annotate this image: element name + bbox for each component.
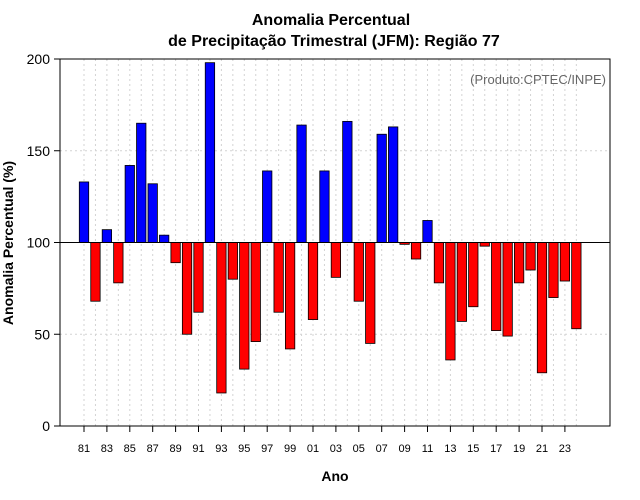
x-tick-label: 21 [536, 443, 548, 455]
bar-2021 [536, 242, 548, 374]
grid [60, 58, 610, 427]
bar-1987 [147, 183, 158, 243]
bar-2013 [445, 242, 456, 361]
x-tick-label: 09 [398, 443, 410, 455]
chart-title: Anomalia Percentual [252, 12, 410, 29]
x-tick-label: 81 [78, 443, 90, 455]
bar-1986 [136, 122, 147, 243]
bar-1999 [284, 242, 296, 350]
chart-subtitle: de Precipitação Trimestral (JFM): Região… [168, 33, 500, 50]
bar-2016 [479, 242, 490, 247]
bar-2017 [491, 242, 502, 331]
bar-2014 [456, 242, 467, 322]
bar-2007 [376, 133, 387, 243]
x-tick-label: 15 [467, 443, 479, 455]
bar-1981 [78, 181, 90, 243]
bar-2010 [410, 242, 422, 260]
x-tick-label: 99 [284, 443, 296, 455]
bar-2011 [422, 220, 433, 243]
bar-1991 [193, 242, 204, 313]
bar-1983 [101, 229, 112, 243]
x-tick-label: 89 [169, 443, 181, 455]
bar-2005 [353, 242, 364, 302]
bar-1989 [170, 242, 181, 264]
bar-1994 [227, 242, 238, 280]
x-tick-label: 87 [147, 443, 159, 455]
bar-2002 [319, 170, 330, 243]
x-tick-label: 91 [192, 443, 204, 455]
bar-1982 [90, 242, 101, 302]
x-tick-label: 05 [353, 443, 365, 455]
bar-2001 [307, 242, 319, 320]
bar-2024 [571, 242, 582, 330]
bar-2022 [548, 242, 559, 298]
x-tick-label: 23 [559, 443, 571, 455]
x-tick-label: 17 [490, 443, 502, 455]
bar-2006 [365, 242, 376, 344]
x-tick-label: 97 [261, 443, 273, 455]
y-tick-label: 0 [42, 418, 50, 434]
y-tick-label: 200 [27, 51, 51, 67]
x-tick-label: 93 [215, 443, 227, 455]
bar-1995 [239, 242, 250, 370]
x-axis: 81 83 85 87 89 91 93 95 97 99 01 03 05 07 09 11 13 15 17 19… [78, 426, 571, 455]
bar-1984 [113, 242, 124, 284]
bar-2023 [559, 242, 571, 282]
bar-2012 [433, 242, 445, 284]
bar-1998 [273, 242, 284, 313]
x-tick-label: 19 [513, 443, 525, 455]
bar-1990 [181, 242, 193, 335]
x-tick-label: 03 [330, 443, 342, 455]
y-tick-label: 50 [34, 326, 50, 342]
bar-1985 [124, 165, 135, 243]
x-tick-label: 85 [124, 443, 136, 455]
x-tick-label: 83 [101, 443, 113, 455]
bar-2008 [388, 126, 399, 243]
bar-2019 [514, 242, 525, 284]
x-tick-label: 01 [307, 443, 319, 455]
y-axis: 0 50 100 150 200 [27, 51, 60, 434]
x-tick-label: 07 [376, 443, 388, 455]
x-axis-label: Ano [321, 468, 348, 484]
bars [78, 62, 582, 394]
x-tick-label: 95 [238, 443, 250, 455]
x-tick-label: 13 [444, 443, 456, 455]
x-tick-label: 11 [422, 443, 433, 455]
bar-1996 [250, 242, 261, 342]
bar-1993 [216, 242, 227, 394]
bar-2003 [330, 242, 342, 278]
bar-2000 [296, 124, 307, 243]
bar-2020 [525, 242, 536, 271]
product-annotation: (Produto:CPTEC/INPE) [470, 72, 606, 87]
bar-1992 [204, 62, 216, 243]
bar-2004 [342, 120, 353, 243]
bar-1988 [159, 234, 170, 243]
bar-2018 [502, 242, 513, 337]
y-axis-label: Anomalia Percentual (%) [0, 161, 16, 325]
y-tick-label: 100 [27, 235, 51, 251]
bar-1997 [262, 170, 273, 243]
bar-2015 [468, 242, 479, 308]
y-tick-label: 150 [27, 143, 51, 159]
